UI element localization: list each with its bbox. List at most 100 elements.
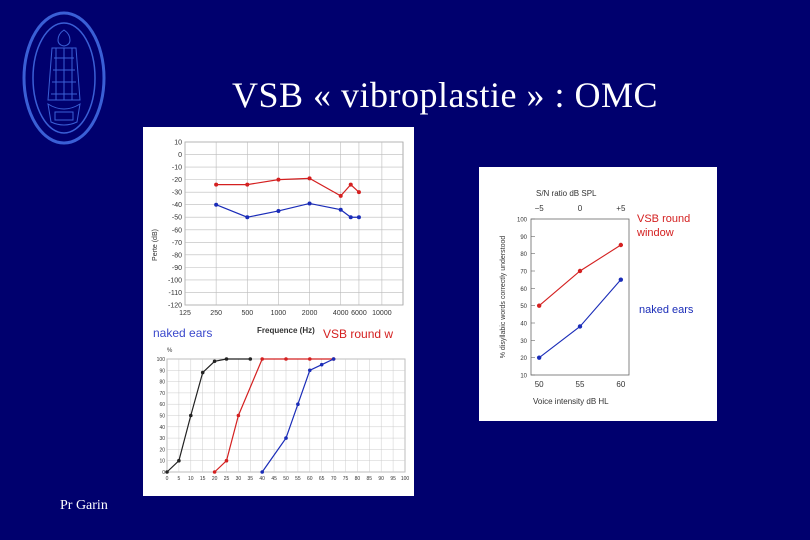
left-chart-panel: 10 0 -10 -20 -30 -40 -50 -60 -70 -80 -90 -100 -110 -1… (143, 127, 414, 496)
intel-x-tick-label: 55 (576, 380, 585, 389)
intel-y-tick-label: 30 (520, 339, 527, 345)
intel-x-axis-label: Voice intensity dB HL (533, 397, 609, 406)
intel-y-axis-label: % disyllabic words correctly understood (500, 236, 507, 359)
audiogram-y-tick-label: -70 (172, 240, 182, 247)
speech-y-tick-label: 50 (159, 414, 165, 420)
audiogram-y-tick-label: 0 (178, 152, 182, 159)
speech-data-point (260, 357, 264, 361)
speech-y-tick-label: 10 (159, 459, 165, 465)
speech-data-point (331, 357, 336, 361)
speech-y-tick-label: 20 (159, 447, 165, 453)
speech-x-tick-label: 80 (355, 476, 361, 482)
intel-y-tick-label: 10 (520, 374, 527, 380)
audiogram-data-point (348, 182, 353, 187)
audiogram-y-tick-label: -10 (172, 165, 182, 172)
audiogram-data-point (356, 215, 361, 220)
audiogram-y-tick-label: -80 (172, 252, 182, 259)
audiogram-x-tick-label: 6000 (351, 310, 367, 317)
intel-y-tick-label: 20 (520, 356, 527, 362)
audiogram-data-point (245, 182, 250, 187)
intel-y-tick-label: 60 (520, 287, 527, 293)
audiogram-y-tick-label: -110 (169, 290, 183, 297)
intel-y-tick-label: 40 (520, 322, 527, 328)
legend-vsb-round: VSB round w (323, 327, 393, 341)
legend-naked-ears-right: naked ears (639, 304, 694, 316)
speech-y-tick-label: 90 (159, 368, 165, 374)
speech-data-point (284, 436, 288, 440)
intel-y-tick-label: 80 (520, 252, 527, 258)
intel-x-tick-label: 60 (616, 380, 625, 389)
intelligibility-chart: S/N ratio dB SPL −5 0 +5 100 90 80 70 60 50 40 30… (500, 189, 694, 406)
speech-data-point (177, 458, 181, 463)
speech-y-tick-label: 100 (157, 357, 166, 363)
speech-y-tick-label: 30 (159, 436, 165, 442)
legend-naked-ears: naked ears (153, 326, 212, 340)
audiogram-x-tick-label: 4000 (333, 310, 349, 317)
speech-x-tick-label: 30 (236, 476, 242, 482)
intel-data-point (618, 242, 624, 248)
top-axis-title: S/N ratio dB SPL (536, 189, 597, 198)
speech-data-point (248, 357, 253, 361)
speech-x-tick-label: 50 (283, 476, 289, 482)
intel-top-tick-label: −5 (535, 204, 545, 213)
audiogram-data-point (276, 208, 281, 213)
intel-data-point (618, 277, 624, 282)
intel-y-tick-label: 50 (520, 304, 527, 310)
audiogram-x-tick-label: 250 (210, 310, 222, 317)
audiogram-x-tick-label: 1000 (271, 310, 287, 317)
legend-vsb-round-window-line1: VSB round (637, 213, 690, 225)
audiogram-y-tick-label: -40 (172, 202, 182, 209)
speech-x-tick-label: 40 (259, 476, 265, 482)
audiogram-y-tick-label: -60 (172, 227, 182, 234)
speech-y-tick-label: 70 (159, 391, 165, 397)
slide-title: VSB « vibroplastie » : OMC (231, 75, 658, 115)
speech-x-tick-label: 65 (319, 476, 325, 482)
audiogram-y-tick-label: -120 (168, 303, 182, 310)
audiogram-y-tick-label: -50 (172, 215, 182, 222)
audiogram-data-point (245, 215, 250, 220)
speech-data-point (319, 362, 324, 367)
intel-y-tick-label: 90 (520, 235, 527, 241)
audiogram-y-tick-label: -20 (172, 177, 182, 184)
audiogram-y-axis-label: Perte (dB) (152, 229, 159, 261)
audiogram-data-point (214, 202, 219, 207)
audiogram-data-point (214, 182, 219, 187)
speech-x-tick-label: 45 (271, 476, 277, 482)
audiogram-data-point (307, 201, 312, 206)
intel-top-tick-label: 0 (578, 204, 583, 213)
audiogram-data-point (276, 177, 281, 182)
speech-x-tick-label: 55 (295, 476, 301, 482)
speech-x-tick-label: 0 (166, 476, 169, 482)
speech-data-point (212, 470, 217, 474)
speech-y-axis-unit: % (167, 348, 173, 354)
intel-top-tick-label: +5 (616, 204, 626, 213)
audiogram-y-tick-label: -100 (168, 277, 182, 284)
speech-series-line (261, 358, 334, 473)
speech-x-tick-label: 100 (401, 476, 410, 482)
speech-x-tick-label: 35 (248, 476, 254, 482)
speech-x-tick-label: 85 (367, 476, 373, 482)
audiogram-x-tick-label: 10000 (372, 310, 392, 317)
audiogram-x-tick-label: 2000 (302, 310, 318, 317)
speech-data-point (200, 370, 205, 375)
speech-data-point (165, 470, 169, 474)
speech-y-tick-label: 60 (159, 402, 165, 408)
audiogram-data-point (338, 193, 343, 198)
speech-data-point (224, 357, 229, 361)
speech-x-tick-label: 95 (390, 476, 396, 482)
intel-data-point (577, 268, 583, 274)
speech-data-point (189, 413, 193, 418)
speech-data-point (284, 357, 288, 361)
intel-plot-area (530, 218, 630, 376)
speech-data-point (224, 458, 229, 463)
audiogram-data-point (338, 207, 343, 212)
speech-data-point (308, 368, 312, 373)
intel-data-point (536, 355, 542, 360)
speech-x-tick-label: 75 (343, 476, 349, 482)
intel-y-tick-label: 100 (517, 218, 528, 224)
speech-data-point (260, 470, 264, 474)
speech-x-tick-label: 90 (378, 476, 384, 482)
intel-data-point (577, 324, 583, 329)
audiogram-y-tick-label: -30 (172, 190, 182, 197)
speech-x-tick-label: 25 (224, 476, 230, 482)
